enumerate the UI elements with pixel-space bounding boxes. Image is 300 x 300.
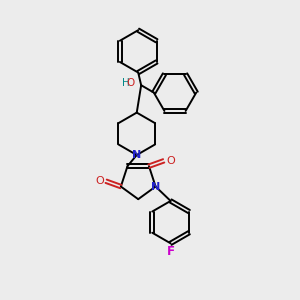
Text: N: N	[132, 150, 141, 160]
Text: O: O	[95, 176, 104, 186]
Text: F: F	[167, 245, 175, 258]
Text: N: N	[151, 182, 160, 192]
Text: O: O	[126, 79, 135, 88]
Text: O: O	[166, 156, 175, 166]
Text: H: H	[122, 78, 130, 88]
